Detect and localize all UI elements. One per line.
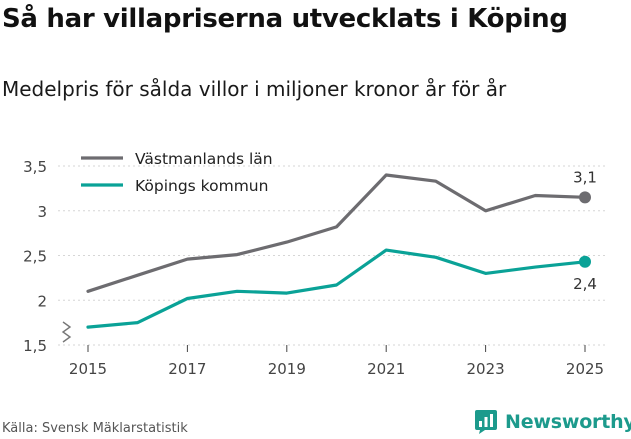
y-tick-label: 2 [37,292,47,310]
y-tick-label: 3,5 [23,158,47,176]
newsworthy-logo-icon [475,410,497,434]
x-tick-label: 2021 [367,360,405,378]
x-tick-label: 2017 [168,360,206,378]
chart-title: Så har villapriserna utvecklats i Köping [2,4,568,34]
brand: Newsworthy [474,409,631,435]
series-end-label: 3,1 [573,168,597,186]
legend-label: Västmanlands län [135,150,273,168]
source-note: Källa: Svensk Mäklarstatistik [2,421,188,436]
series-end-label: 2,4 [573,275,597,293]
series-end-marker [579,255,591,268]
x-tick-label: 2015 [69,360,107,378]
y-tick-label: 2,5 [23,248,47,266]
x-tick-label: 2025 [566,360,604,378]
chart-subtitle: Medelpris för sålda villor i miljoner kr… [2,77,507,101]
x-tick-label: 2019 [268,360,306,378]
x-tick-label: 2023 [467,360,505,378]
axis-break-icon [61,321,72,343]
y-tick-label: 3 [37,203,47,221]
y-tick-label: 1,5 [23,337,47,355]
series-line [86,173,587,293]
series-end-marker [579,191,591,204]
brand-name: Newsworthy [505,411,631,433]
series-line [86,248,587,329]
legend-label: Köpings kommun [135,177,268,195]
